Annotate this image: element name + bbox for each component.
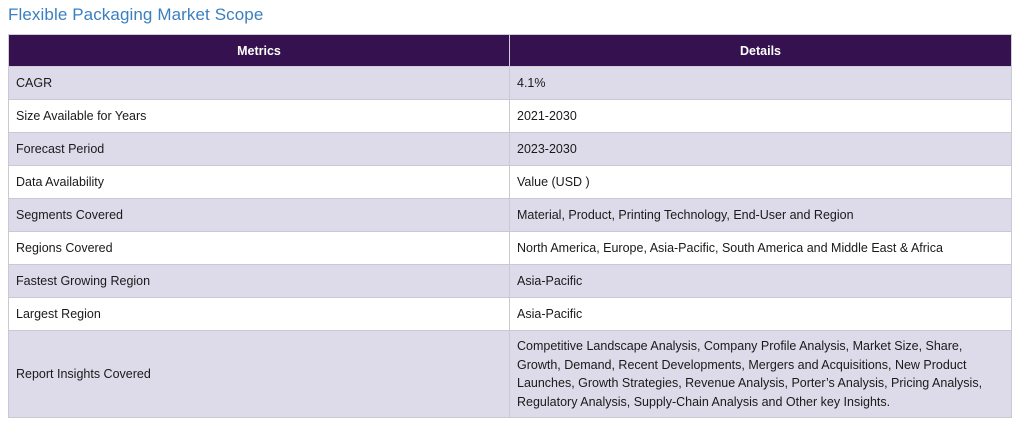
detail-cell: Value (USD ) bbox=[509, 165, 1012, 199]
metric-cell: Forecast Period bbox=[8, 132, 510, 166]
detail-cell: Material, Product, Printing Technology, … bbox=[509, 198, 1012, 232]
detail-cell: 4.1% bbox=[509, 66, 1012, 100]
detail-cell: Competitive Landscape Analysis, Company … bbox=[509, 330, 1012, 418]
details-column-header: Details bbox=[509, 34, 1012, 67]
detail-cell: Asia-Pacific bbox=[509, 264, 1012, 298]
table-row: Regions Covered North America, Europe, A… bbox=[8, 231, 1012, 265]
table-header-row: Metrics Details bbox=[8, 34, 1012, 67]
detail-cell: North America, Europe, Asia-Pacific, Sou… bbox=[509, 231, 1012, 265]
market-scope-table: Metrics Details CAGR 4.1% Size Available… bbox=[8, 34, 1012, 418]
table-row: Forecast Period 2023-2030 bbox=[8, 132, 1012, 166]
table-row: Fastest Growing Region Asia-Pacific bbox=[8, 264, 1012, 298]
table-row: Data Availability Value (USD ) bbox=[8, 165, 1012, 199]
metric-cell: CAGR bbox=[8, 66, 510, 100]
table-row: Size Available for Years 2021-2030 bbox=[8, 99, 1012, 133]
metric-cell: Data Availability bbox=[8, 165, 510, 199]
metric-cell: Segments Covered bbox=[8, 198, 510, 232]
table-row: Report Insights Covered Competitive Land… bbox=[8, 330, 1012, 418]
detail-cell: Asia-Pacific bbox=[509, 297, 1012, 331]
metric-cell: Size Available for Years bbox=[8, 99, 510, 133]
metric-cell: Largest Region bbox=[8, 297, 510, 331]
detail-cell: 2023-2030 bbox=[509, 132, 1012, 166]
table-row: Segments Covered Material, Product, Prin… bbox=[8, 198, 1012, 232]
page-title: Flexible Packaging Market Scope bbox=[8, 5, 264, 24]
detail-cell: 2021-2030 bbox=[509, 99, 1012, 133]
metric-cell: Regions Covered bbox=[8, 231, 510, 265]
table-row: Largest Region Asia-Pacific bbox=[8, 297, 1012, 331]
table-row: CAGR 4.1% bbox=[8, 66, 1012, 100]
metric-cell: Fastest Growing Region bbox=[8, 264, 510, 298]
metric-cell: Report Insights Covered bbox=[8, 330, 510, 418]
metrics-column-header: Metrics bbox=[8, 34, 510, 67]
